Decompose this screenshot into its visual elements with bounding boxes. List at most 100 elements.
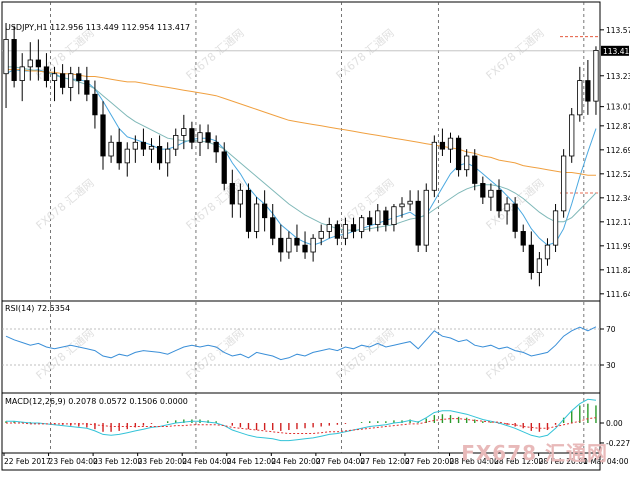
time-tick-label: 22 Feb 2017 <box>4 457 51 466</box>
candle-body <box>512 203 518 232</box>
candle-body <box>528 244 534 273</box>
candle-body <box>334 224 340 239</box>
candle-body <box>245 189 252 232</box>
macd-line <box>6 398 597 442</box>
candle-body <box>108 141 114 157</box>
time-tick-label: 27 Feb 20:00 <box>405 457 454 466</box>
time-tick-label: 28 Feb 12:00 <box>494 457 543 466</box>
candle-body <box>229 183 235 205</box>
rsi-title: RSI(14) 72.5354 <box>5 304 71 313</box>
candle-body <box>197 132 203 143</box>
candle-body <box>124 148 130 164</box>
candle-body <box>504 203 510 212</box>
candle-body <box>561 155 567 212</box>
candle-body <box>350 224 357 232</box>
price-tick-label: 111.820 <box>606 266 630 275</box>
candle-body <box>68 73 74 88</box>
time-tick-label: 27 Feb 12:00 <box>360 457 409 466</box>
candle-body <box>35 59 41 68</box>
candle-body <box>270 217 276 239</box>
candle-body <box>577 80 583 116</box>
price-tick-label: 112.170 <box>606 218 630 227</box>
candle-body <box>253 203 260 232</box>
watermark-text: FX678 汇通网 <box>34 326 97 382</box>
candle-body <box>205 132 211 143</box>
candle-body <box>140 141 147 150</box>
price-tick-label: 112.695 <box>606 146 630 155</box>
candle-body <box>480 183 486 198</box>
candle-body <box>326 224 332 232</box>
watermark-text: FX678 汇通网 <box>334 326 397 382</box>
candle-body <box>358 217 365 232</box>
plot-frame <box>1 1 601 471</box>
candle-body <box>423 189 429 246</box>
candle-body <box>552 210 559 246</box>
main-chart-title: USDJPY,H1 112.956 113.449 112.954 113.41… <box>5 23 191 32</box>
macd-title: MACD(12,26,9) 0.2078 0.0572 0.1506 0.000… <box>5 397 188 406</box>
candle-body <box>165 148 171 164</box>
candle-body <box>76 73 82 81</box>
candle-body <box>84 80 90 95</box>
candle-body <box>11 39 17 81</box>
candle-body <box>213 141 219 153</box>
candle-body <box>399 203 405 208</box>
candle-body <box>488 189 494 198</box>
watermark-text: FX678 汇通网 <box>334 26 397 82</box>
price-tick-label: 112.345 <box>606 194 630 203</box>
candle-body <box>569 114 575 157</box>
candle-body <box>262 203 268 219</box>
watermark-text: FX678 汇通网 <box>184 26 247 82</box>
candle-body <box>92 93 98 116</box>
time-tick-label: 24 Feb 12:00 <box>227 457 276 466</box>
candle-body <box>148 145 155 150</box>
time-tick-label: 27 Feb 04:00 <box>316 457 365 466</box>
watermark-text: FX678 汇通网 <box>34 176 97 232</box>
candle-body <box>464 155 470 171</box>
candle-body <box>237 189 244 205</box>
macd-tick-label: -0.2271 <box>606 439 630 448</box>
candle-body <box>342 224 349 239</box>
candle-body <box>496 189 502 212</box>
candle-body <box>116 141 122 164</box>
candle-body <box>318 231 324 239</box>
candle-body <box>278 237 284 253</box>
candle-body <box>156 145 163 164</box>
macd-tick-label: 0.00 <box>606 419 623 428</box>
candle-body <box>520 231 526 246</box>
candle-body <box>100 114 106 157</box>
candle-body <box>189 128 195 143</box>
time-tick-label: 23 Feb 20:00 <box>138 457 187 466</box>
candle-body <box>294 237 300 246</box>
ma-line <box>6 66 597 231</box>
ma-line <box>6 69 596 176</box>
watermark-text: FX678 汇通网 <box>484 26 547 82</box>
candle-body <box>431 141 437 191</box>
watermark-text: FX678 汇通网 <box>184 176 247 232</box>
candle-body <box>221 151 227 184</box>
last-price-box <box>601 45 629 56</box>
time-tick-label: 23 Feb 04:00 <box>49 457 98 466</box>
time-tick-label: 24 Feb 20:00 <box>271 457 320 466</box>
candle-body <box>173 135 179 150</box>
time-tick-label: 24 Feb 04:00 <box>182 457 231 466</box>
rsi-tick-label: 70 <box>606 325 616 334</box>
candle-body <box>585 80 591 102</box>
candle-body <box>27 59 33 68</box>
candle-body <box>383 210 389 225</box>
candle-body <box>593 50 599 102</box>
price-tick-label: 113.235 <box>606 72 630 81</box>
candle-body <box>310 237 316 253</box>
candle-body <box>439 141 446 150</box>
candle-body <box>536 258 543 273</box>
macd-line <box>6 417 597 434</box>
watermark-text: FX678 汇通网 <box>184 326 247 382</box>
candle-body <box>415 200 421 246</box>
candle-body <box>472 155 478 184</box>
price-tick-label: 112.870 <box>606 122 630 131</box>
candle-body <box>286 237 292 253</box>
candle-body <box>132 141 138 150</box>
candle-body <box>375 210 381 225</box>
brand-watermark: FX678 汇通网 <box>461 441 608 465</box>
